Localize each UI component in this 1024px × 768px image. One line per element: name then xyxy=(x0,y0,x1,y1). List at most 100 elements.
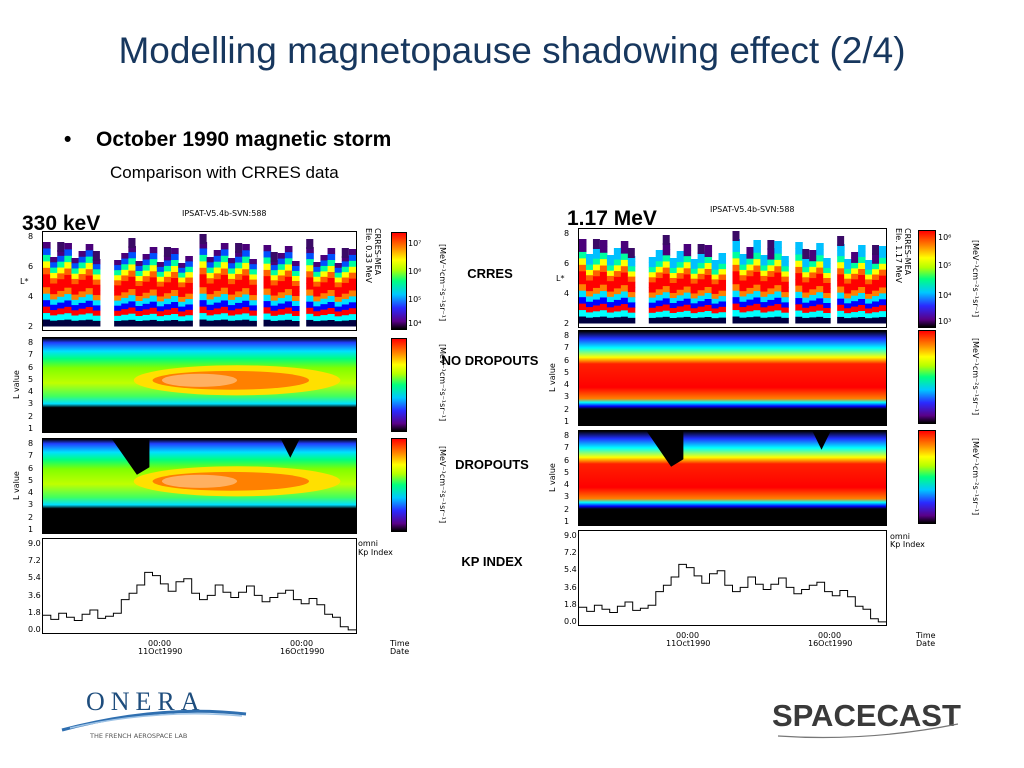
left-lvalue-tick: 2 xyxy=(28,512,34,522)
spacecast-logo: SPACECAST xyxy=(768,686,968,744)
right-lvalue-tick: 2 xyxy=(564,504,570,514)
left-crres-label: CRRES-MEA xyxy=(373,228,382,276)
right-lvalue-tick: 3 xyxy=(564,392,570,402)
slide-title: Modelling magnetopause shadowing effect … xyxy=(118,30,906,71)
right-kp-tick: 0.0 xyxy=(564,617,577,626)
right-colorbar-2 xyxy=(918,330,936,424)
left-kp-panel xyxy=(42,538,357,634)
right-lstar-label: L* xyxy=(556,274,565,283)
right-cbar-tick: 10⁵ xyxy=(938,261,952,270)
right-kp-source: omni xyxy=(890,532,910,541)
left-date-label: Date xyxy=(390,647,410,656)
row-label-dropouts: DROPOUTS xyxy=(455,457,529,472)
left-kp-tick: 3.6 xyxy=(28,590,41,600)
right-lvalue-tick: 1 xyxy=(564,417,570,426)
left-lvalue-tick: 3 xyxy=(28,500,34,510)
bullet-item: • October 1990 magnetic storm xyxy=(64,128,391,152)
right-lstar-tick: 6 xyxy=(564,259,570,268)
right-cbar-tick: 10³ xyxy=(938,317,952,326)
right-date-label: Date xyxy=(916,639,936,648)
right-time-label: Time xyxy=(916,631,936,640)
right-cbar-tick: 10⁴ xyxy=(938,291,952,300)
left-kp-tick: 0.0 xyxy=(28,625,41,634)
row-label-kp: KP INDEX xyxy=(461,554,523,569)
right-lvalue-tick: 6 xyxy=(564,355,570,365)
kp-line xyxy=(43,571,356,631)
right-lvalue-tick: 4 xyxy=(564,380,570,390)
right-lvalue-tick: 1 xyxy=(564,517,570,526)
right-energy-label: 1.17 MeV xyxy=(567,207,657,230)
right-unit-2: [MeV⁻¹cm⁻²s⁻¹sr⁻¹] xyxy=(971,338,980,416)
left-kp-tick: 9.0 xyxy=(28,539,41,548)
left-lvalue-tick: 1 xyxy=(28,424,34,433)
left-cbar-tick: 10⁷ xyxy=(408,239,422,248)
slide-subtitle: Comparison with CRRES data xyxy=(110,163,339,182)
left-lvalue-tick: 6 xyxy=(28,362,34,372)
left-cbar-tick: 10⁵ xyxy=(408,295,422,304)
right-unit-1: [MeV⁻¹cm⁻²s⁻¹sr⁻¹] xyxy=(971,240,980,318)
onera-tagline: THE FRENCH AEROSPACE LAB xyxy=(89,732,187,740)
right-crres-label: CRRES-MEA xyxy=(903,228,912,276)
onera-logo: ONERA THE FRENCH AEROSPACE LAB xyxy=(60,684,260,744)
right-lvalue-tick: 8 xyxy=(564,331,570,340)
right-no-dropouts-panel xyxy=(578,330,887,426)
right-dropouts-panel xyxy=(578,430,887,526)
left-time-label: Time xyxy=(390,639,410,648)
right-lvalue-tick: 8 xyxy=(564,431,570,440)
left-lstar-tick: 8 xyxy=(28,232,34,241)
left-lvalue-tick: 4 xyxy=(28,488,34,498)
left-crres-energy: Ele. 0.33 MeV xyxy=(364,228,373,283)
left-lvalue-tick: 5 xyxy=(28,374,34,384)
spacecast-name: SPACECAST xyxy=(772,698,961,733)
bullet-text: October 1990 magnetic storm xyxy=(96,128,392,151)
right-lval-3-axis-label: L value xyxy=(548,463,557,492)
right-unit-3: [MeV⁻¹cm⁻²s⁻¹sr⁻¹] xyxy=(971,438,980,516)
right-lvalue-tick: 4 xyxy=(564,480,570,490)
left-lvalue-tick: 7 xyxy=(28,451,34,461)
left-lvalue-tick: 1 xyxy=(28,525,34,534)
right-crres-energy: Ele. 1.17 MeV xyxy=(894,228,903,283)
left-lvalue-tick: 8 xyxy=(28,439,34,448)
right-kp-tick: 7.2 xyxy=(564,548,577,558)
right-lval-2-axis-label: L value xyxy=(548,363,557,392)
left-colorbar-2 xyxy=(391,338,407,432)
left-lstar-tick: 4 xyxy=(28,292,34,301)
right-header: IPSAT-V5.4b-SVN:588 xyxy=(710,205,795,214)
left-lstar-tick: 6 xyxy=(28,262,34,271)
right-kp-tick: 3.6 xyxy=(564,582,577,592)
left-energy-label: 330 keV xyxy=(22,212,101,235)
right-kp-tick: 5.4 xyxy=(564,565,577,575)
left-kp-tick: 7.2 xyxy=(28,556,41,566)
kp-line xyxy=(579,563,886,623)
left-xtick-time: 00:00 xyxy=(290,639,314,648)
left-lvalue-tick: 8 xyxy=(28,338,34,347)
left-dropouts-panel xyxy=(42,438,357,534)
left-xtick-date: 16Oct1990 xyxy=(280,647,325,656)
right-kp-tick: 9.0 xyxy=(564,531,577,540)
left-cbar-tick: 10⁴ xyxy=(408,319,422,328)
right-lvalue-tick: 6 xyxy=(564,455,570,465)
left-crres-panel xyxy=(42,231,357,331)
left-header: IPSAT-V5.4b-SVN:588 xyxy=(182,209,267,218)
left-kp-tick: 5.4 xyxy=(28,573,41,583)
left-lvalue-tick: 3 xyxy=(28,399,34,409)
right-colorbar-3 xyxy=(918,430,936,524)
left-xtick-time: 00:00 xyxy=(148,639,172,648)
left-unit-1: [MeV⁻¹cm⁻²s⁻¹sr⁻¹] xyxy=(438,244,447,322)
left-kp-tick: 1.8 xyxy=(28,607,41,617)
right-lvalue-tick: 5 xyxy=(564,467,570,477)
left-lvalue-tick: 7 xyxy=(28,350,34,360)
row-label-no-dropouts: NO DROPOUTS xyxy=(441,353,539,368)
right-lstar-tick: 4 xyxy=(564,289,570,298)
left-colorbar-1 xyxy=(391,232,407,330)
right-lvalue-tick: 5 xyxy=(564,367,570,377)
left-lstar-label: L* xyxy=(20,277,29,286)
left-lstar-tick: 2 xyxy=(28,322,34,331)
left-kp-source: omni xyxy=(358,539,378,548)
right-lvalue-tick: 2 xyxy=(564,404,570,414)
left-lvalue-tick: 2 xyxy=(28,411,34,421)
left-xtick-date: 11Oct1990 xyxy=(138,647,183,656)
left-lvalue-tick: 5 xyxy=(28,475,34,485)
right-crres-panel xyxy=(578,228,887,328)
left-cbar-tick: 10⁶ xyxy=(408,267,422,276)
